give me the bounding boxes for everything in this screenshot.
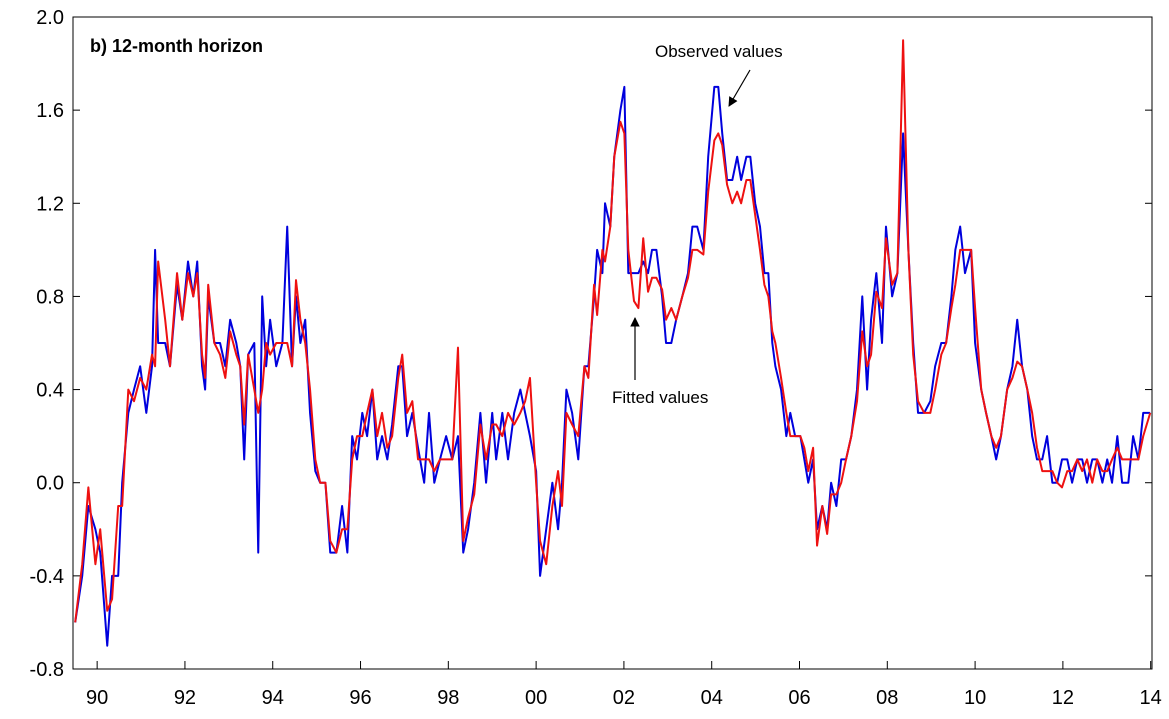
chart-title: b) 12-month horizon xyxy=(90,36,263,56)
x-tick-label: 96 xyxy=(349,687,371,709)
plot-frame xyxy=(72,16,1153,670)
y-tick-label: 2.0 xyxy=(36,7,64,29)
y-tick-label: 0.8 xyxy=(36,286,64,308)
x-tick-label: 04 xyxy=(701,687,723,709)
y-tick-label: -0.4 xyxy=(30,566,64,588)
x-tick-label: 06 xyxy=(788,687,810,709)
x-tick-label: 12 xyxy=(1052,687,1074,709)
x-tick-label: 10 xyxy=(964,687,986,709)
x-tick-label: 02 xyxy=(613,687,635,709)
y-tick-label: 0.0 xyxy=(36,473,64,495)
y-tick-label: 1.2 xyxy=(36,193,64,215)
x-tick-label: 90 xyxy=(86,687,108,709)
series-line xyxy=(74,85,1151,647)
x-tick-label: 00 xyxy=(525,687,547,709)
annotation: Observed values xyxy=(655,42,783,61)
y-tick-label: 0.4 xyxy=(36,380,64,402)
x-tick-label: 98 xyxy=(437,687,459,709)
x-tick-label: 08 xyxy=(876,687,898,709)
annotation-arrow xyxy=(728,69,751,107)
x-tick-label: 92 xyxy=(174,687,196,709)
x-tick-label: 94 xyxy=(262,687,284,709)
series-line xyxy=(74,39,1152,623)
annotation: Fitted values xyxy=(612,388,708,407)
y-tick-label: -0.8 xyxy=(30,659,64,681)
y-tick-label: 1.6 xyxy=(36,100,64,122)
lines xyxy=(74,39,1152,647)
x-tick-label: 14 xyxy=(1140,687,1162,709)
axes: -0.8 -0.4 0.0 0.4 0.8 1.2 1.6 2.0 90 92 94 96 98 00 02… xyxy=(30,7,1162,709)
